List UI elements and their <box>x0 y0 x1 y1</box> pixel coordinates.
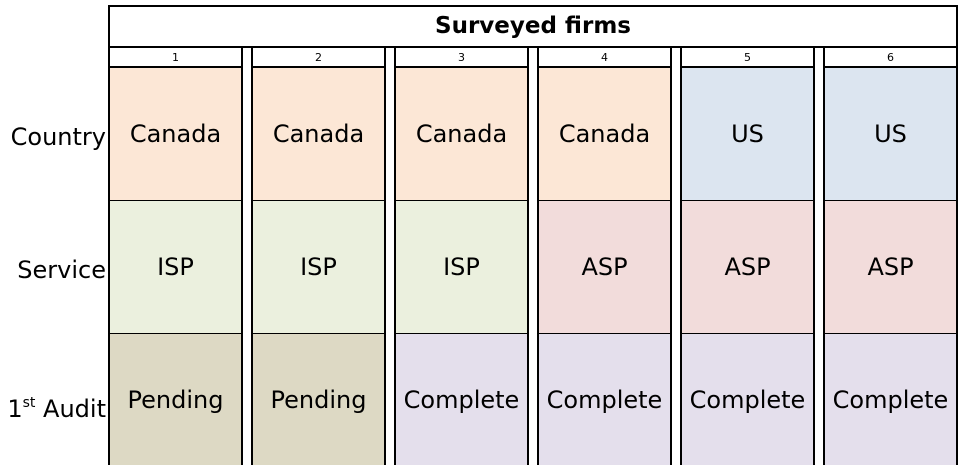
cell-audit: Complete <box>396 334 527 465</box>
firm-column-4: 4 Canada ASP Complete <box>539 48 670 465</box>
cell-audit: Pending <box>253 334 384 465</box>
row-label-country: Country <box>10 123 106 151</box>
cell-country: Canada <box>110 68 241 201</box>
column-number: 3 <box>396 48 527 68</box>
cell-country: US <box>682 68 813 201</box>
firm-column-5: 5 US ASP Complete <box>682 48 813 465</box>
table-title: Surveyed firms <box>108 5 958 48</box>
column-divider <box>241 48 253 465</box>
firm-column-6: 6 US ASP Complete <box>825 48 956 465</box>
cell-country: Canada <box>396 68 527 201</box>
column-divider <box>813 48 825 465</box>
cell-audit: Pending <box>110 334 241 465</box>
column-number: 2 <box>253 48 384 68</box>
firm-column-3: 3 Canada ISP Complete <box>396 48 527 465</box>
column-number: 5 <box>682 48 813 68</box>
cell-service: ISP <box>110 201 241 334</box>
row-label-audit-base: 1 <box>7 395 23 423</box>
row-label-audit-sup: st <box>22 395 36 411</box>
cell-audit: Complete <box>682 334 813 465</box>
cell-service: ASP <box>682 201 813 334</box>
cell-service: ASP <box>539 201 670 334</box>
firm-column-1: 1 Canada ISP Pending <box>110 48 241 465</box>
cell-audit: Complete <box>825 334 956 465</box>
cell-country: Canada <box>539 68 670 201</box>
column-number: 4 <box>539 48 670 68</box>
cell-country: US <box>825 68 956 201</box>
cell-audit: Complete <box>539 334 670 465</box>
cell-country: Canada <box>253 68 384 201</box>
cell-service: ASP <box>825 201 956 334</box>
row-label-audit: 1st Audit <box>0 391 106 421</box>
column-divider <box>384 48 396 465</box>
column-divider <box>527 48 539 465</box>
row-label-audit-rest: Audit <box>35 395 106 423</box>
firm-column-2: 2 Canada ISP Pending <box>253 48 384 465</box>
cell-service: ISP <box>253 201 384 334</box>
column-number: 6 <box>825 48 956 68</box>
row-label-service: Service <box>17 256 106 284</box>
cell-service: ISP <box>396 201 527 334</box>
column-divider <box>670 48 682 465</box>
column-number: 1 <box>110 48 241 68</box>
